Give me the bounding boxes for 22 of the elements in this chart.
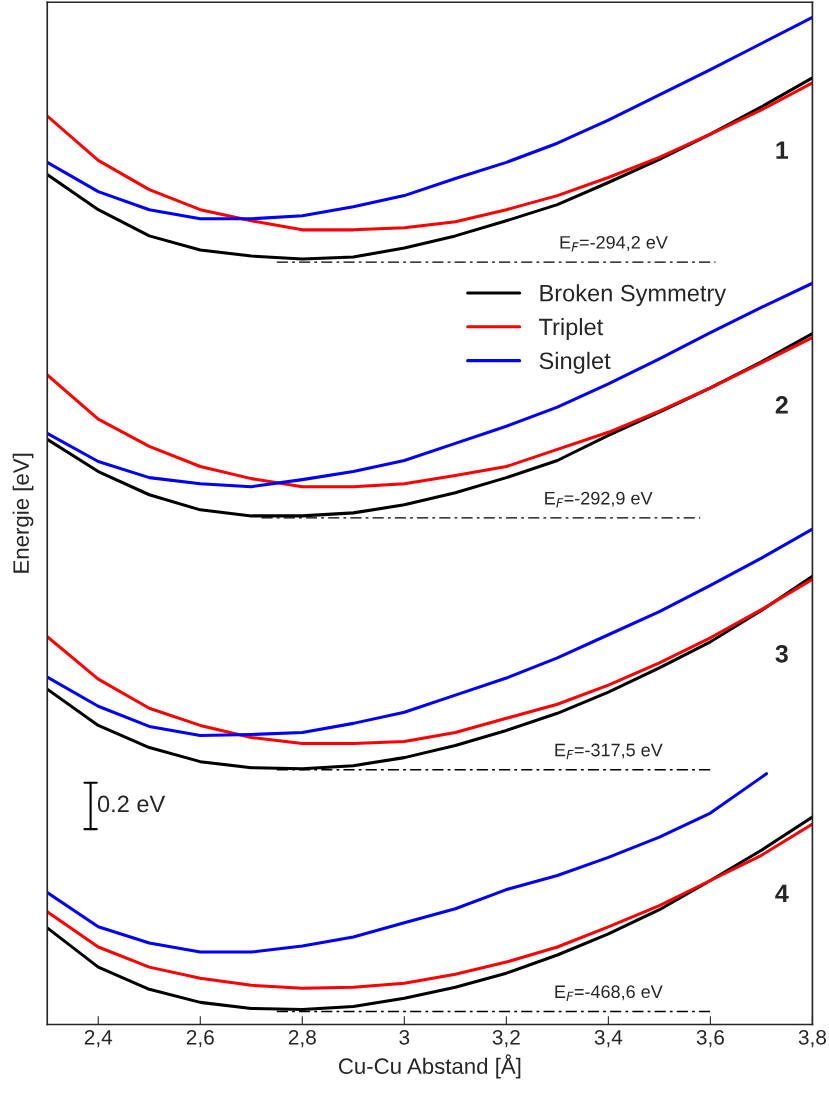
x-axis-title: Cu-Cu Abstand [Å] — [338, 1054, 521, 1079]
legend-label: Singlet — [539, 351, 611, 374]
legend-label: Broken Symmetry — [540, 284, 727, 307]
annotation: E$_{F}$=-294,2 eV — [560, 235, 668, 252]
annotation: 0.2 eV — [97, 795, 166, 813]
x-tick-label: 2,8 — [288, 1029, 316, 1048]
legend-label: Triplet — [539, 317, 604, 340]
annotation: E$_{F}$=-292,9 eV — [545, 491, 653, 508]
annotation: 3 — [775, 644, 788, 663]
annotation: E$_{F}$=-468,6 eV — [555, 985, 663, 1001]
x-tick-label: 2,6 — [186, 1029, 214, 1048]
x-tick-label: 3,2 — [492, 1029, 520, 1048]
y-axis-title: Energie [eV] — [12, 453, 34, 573]
x-tick-label: 3,8 — [798, 1029, 826, 1048]
annotation: 2 — [775, 396, 788, 414]
annotation: 4 — [775, 884, 789, 903]
x-tick-label: 2,4 — [84, 1029, 113, 1048]
x-tick-label: 3,6 — [696, 1029, 724, 1048]
annotation: E$_{F}$=-317,5 eV — [555, 743, 663, 760]
annotation: 1 — [776, 141, 789, 159]
x-tick-label: 3,4 — [594, 1029, 623, 1048]
x-tick-label: 3 — [399, 1029, 410, 1045]
